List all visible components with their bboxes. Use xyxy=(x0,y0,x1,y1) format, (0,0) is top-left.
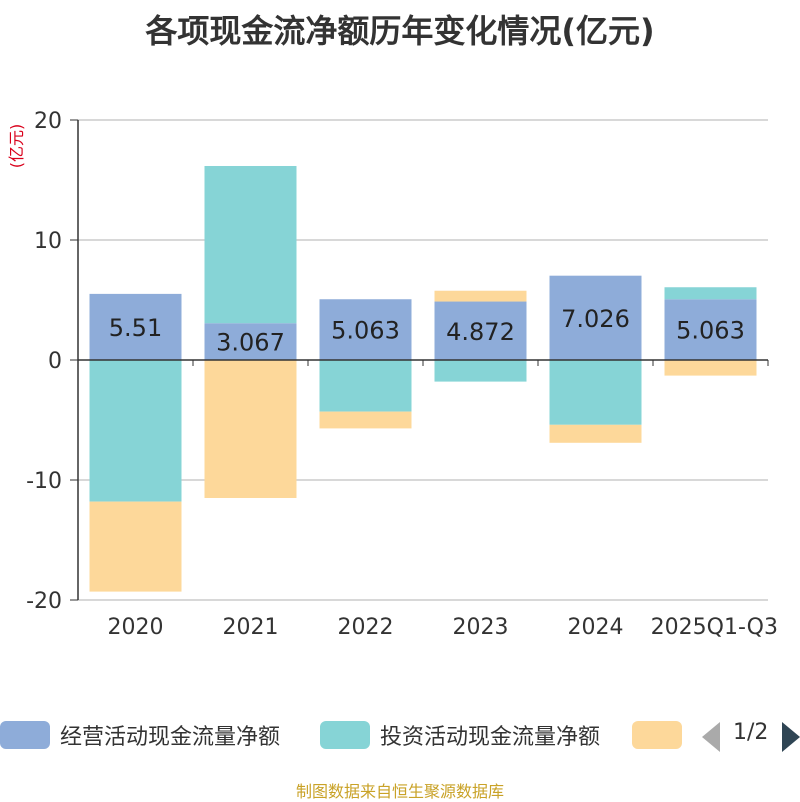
x-tick-label: 2022 xyxy=(338,615,394,640)
legend-swatch-financing xyxy=(632,721,682,749)
bar-segment xyxy=(205,166,297,323)
x-tick-label: 2021 xyxy=(223,615,279,640)
bar-segment xyxy=(435,291,527,302)
bar-segment xyxy=(320,360,412,412)
y-tick-label: 0 xyxy=(48,349,62,374)
x-tick-label: 2023 xyxy=(453,615,509,640)
legend-swatch-operating xyxy=(0,721,50,749)
data-label: 5.063 xyxy=(676,317,745,345)
data-labels: 5.51 3.067 5.063 4.872 7.026 5.063 xyxy=(109,305,745,357)
x-tick-label: 2020 xyxy=(108,615,164,640)
bar-segment xyxy=(550,360,642,425)
pager-next-icon[interactable] xyxy=(782,722,800,752)
bar-segment xyxy=(320,412,412,429)
pager-page-indicator: 1/2 xyxy=(733,720,768,745)
bar-segment xyxy=(205,360,297,498)
legend-label-operating: 经营活动现金流量净额 xyxy=(60,719,280,751)
y-axis-unit-label: (亿元) xyxy=(7,124,26,169)
source-note: 制图数据来自恒生聚源数据库 xyxy=(0,778,800,802)
y-tick-label: 10 xyxy=(34,229,62,254)
legend-pager: 1/2 xyxy=(700,716,800,754)
data-label: 5.51 xyxy=(109,314,162,342)
data-label: 5.063 xyxy=(331,317,400,345)
pager-prev-icon[interactable] xyxy=(702,722,720,752)
y-tick-label: 20 xyxy=(34,109,62,134)
legend-item-investing[interactable]: 投资活动现金流量净额 xyxy=(320,718,600,752)
data-label: 7.026 xyxy=(561,305,630,333)
x-tick-label: 2025Q1-Q3 xyxy=(651,615,778,640)
data-label: 4.872 xyxy=(446,318,515,346)
bar-segment xyxy=(90,360,182,502)
y-tick-label: -10 xyxy=(26,469,62,494)
legend-item-operating[interactable]: 经营活动现金流量净额 xyxy=(0,718,280,752)
bar-segment xyxy=(665,287,757,299)
x-tick-label: 2024 xyxy=(568,615,624,640)
bar-segment xyxy=(665,360,757,376)
legend-swatch-investing xyxy=(320,721,370,749)
bar-segment xyxy=(435,360,527,382)
bar-group xyxy=(90,166,757,592)
y-tick-label: -20 xyxy=(26,589,62,614)
legend-label-investing: 投资活动现金流量净额 xyxy=(380,719,600,751)
data-label: 3.067 xyxy=(216,329,285,357)
legend-item-financing[interactable] xyxy=(632,718,692,752)
bar-segment xyxy=(550,425,642,443)
bar-segment xyxy=(90,502,182,592)
